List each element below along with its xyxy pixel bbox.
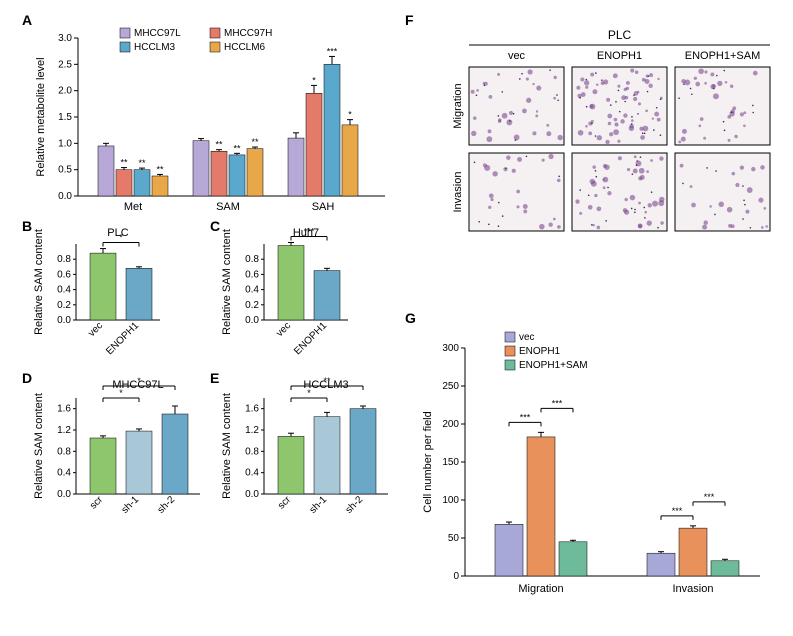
- svg-text:***: ***: [304, 226, 315, 236]
- svg-text:1.2: 1.2: [245, 425, 259, 436]
- svg-text:MHCC97L: MHCC97L: [134, 28, 181, 39]
- svg-text:Relative SAM content: Relative SAM content: [221, 229, 233, 335]
- svg-text:**: **: [120, 158, 128, 168]
- svg-text:vec: vec: [519, 332, 535, 343]
- panel-b-chart: 0.0 0.2 0.4 0.6 0.8 Relative SAM content PLC ve…: [30, 224, 205, 362]
- svg-text:sh-2: sh-2: [344, 494, 366, 516]
- svg-text:HCCLM3: HCCLM3: [134, 42, 176, 53]
- svg-text:Migration: Migration: [452, 83, 464, 128]
- svg-text:*: *: [119, 388, 123, 398]
- svg-text:**: **: [138, 158, 146, 168]
- svg-text:Cell number per field: Cell number per field: [422, 411, 434, 513]
- svg-text:300: 300: [442, 343, 459, 354]
- svg-text:PLC: PLC: [107, 227, 128, 239]
- svg-text:**: **: [251, 137, 259, 147]
- panel-label-f: F: [405, 12, 414, 28]
- svg-text:0.0: 0.0: [245, 315, 259, 326]
- svg-text:0.8: 0.8: [57, 446, 71, 457]
- panel-f-grid: PLC vec ENOPH1 ENOPH1+SAM Migration Invasion: [415, 25, 775, 260]
- svg-text:ENOPH1+SAM: ENOPH1+SAM: [519, 360, 588, 371]
- svg-text:0.8: 0.8: [245, 254, 259, 265]
- svg-text:250: 250: [442, 381, 459, 392]
- svg-text:0.5: 0.5: [58, 165, 72, 176]
- svg-text:200: 200: [442, 419, 459, 430]
- svg-text:sh-1: sh-1: [308, 494, 330, 516]
- svg-text:0.4: 0.4: [57, 468, 71, 479]
- svg-text:**: **: [233, 143, 241, 153]
- svg-text:***: ***: [327, 46, 338, 56]
- svg-text:0.2: 0.2: [245, 300, 259, 311]
- svg-text:*: *: [312, 75, 316, 85]
- svg-text:Met: Met: [124, 201, 142, 213]
- svg-text:**: **: [323, 376, 331, 386]
- svg-text:0.0: 0.0: [58, 191, 72, 202]
- svg-text:0.6: 0.6: [57, 269, 71, 280]
- panel-g-chart: 0 50 100 150 200 250 300 Cell number per field v…: [415, 318, 775, 618]
- svg-text:scr: scr: [88, 494, 106, 512]
- svg-text:SAH: SAH: [312, 201, 335, 213]
- svg-text:*: *: [307, 388, 311, 398]
- svg-text:3.0: 3.0: [58, 33, 72, 44]
- svg-text:2.0: 2.0: [58, 86, 72, 97]
- svg-text:Relative SAM content: Relative SAM content: [33, 393, 45, 499]
- svg-text:ENOPH1: ENOPH1: [597, 50, 642, 62]
- svg-text:0.4: 0.4: [57, 285, 71, 296]
- svg-text:sh-1: sh-1: [120, 494, 142, 516]
- svg-text:Relative SAM content: Relative SAM content: [221, 393, 233, 499]
- svg-text:Relative SAM content: Relative SAM content: [33, 229, 45, 335]
- svg-text:*: *: [348, 110, 352, 120]
- svg-text:0.0: 0.0: [245, 489, 259, 500]
- svg-text:0.4: 0.4: [245, 285, 259, 296]
- svg-text:***: ***: [704, 492, 715, 502]
- svg-text:***: ***: [552, 398, 563, 408]
- svg-text:0.4: 0.4: [245, 468, 259, 479]
- svg-text:vec: vec: [274, 320, 293, 339]
- svg-text:vec: vec: [86, 320, 105, 339]
- svg-text:ENOPH1: ENOPH1: [519, 346, 561, 357]
- svg-text:1.6: 1.6: [245, 404, 259, 415]
- panel-a-chart: 0.0 0.5 1.0 1.5 2.0 2.5 3.0 Relative metabolite…: [30, 18, 395, 218]
- svg-text:0.0: 0.0: [57, 315, 71, 326]
- svg-text:Invasion: Invasion: [452, 172, 464, 213]
- panel-d-chart: 0.00.40.81.21.6Relative SAM contentMHCC9…: [30, 376, 220, 546]
- svg-text:MHCC97H: MHCC97H: [224, 28, 272, 39]
- svg-text:ENOPH1+SAM: ENOPH1+SAM: [685, 50, 761, 62]
- svg-text:vec: vec: [508, 50, 526, 62]
- svg-text:150: 150: [442, 457, 459, 468]
- panel-c-chart: 0.00.20.40.60.8Relative SAM contentHuh7v…: [218, 224, 393, 362]
- svg-text:***: ***: [672, 506, 683, 516]
- svg-text:PLC: PLC: [608, 28, 632, 42]
- panel-e-chart: 0.00.40.81.21.6Relative SAM contentHCCLM…: [218, 376, 408, 546]
- svg-text:*: *: [137, 376, 141, 386]
- svg-text:Migration: Migration: [518, 583, 563, 595]
- svg-text:**: **: [156, 164, 164, 174]
- svg-text:1.2: 1.2: [57, 425, 71, 436]
- svg-text:Relative metabolite level: Relative metabolite level: [35, 57, 47, 176]
- svg-text:sh-2: sh-2: [156, 494, 178, 516]
- svg-text:Invasion: Invasion: [673, 583, 714, 595]
- svg-text:50: 50: [448, 533, 460, 544]
- svg-text:0: 0: [453, 571, 459, 582]
- svg-text:ENOPH1: ENOPH1: [292, 320, 329, 357]
- svg-text:scr: scr: [276, 494, 294, 512]
- svg-text:1.6: 1.6: [57, 404, 71, 415]
- svg-text:1.5: 1.5: [58, 112, 72, 123]
- svg-text:0.0: 0.0: [57, 489, 71, 500]
- svg-text:*: *: [119, 233, 123, 243]
- svg-text:1.0: 1.0: [58, 138, 72, 149]
- svg-text:***: ***: [520, 412, 531, 422]
- svg-text:0.8: 0.8: [245, 446, 259, 457]
- svg-text:0.2: 0.2: [57, 300, 71, 311]
- svg-text:0.6: 0.6: [245, 269, 259, 280]
- svg-text:ENOPH1: ENOPH1: [104, 320, 141, 357]
- svg-text:SAM: SAM: [216, 201, 240, 213]
- svg-text:0.8: 0.8: [57, 254, 71, 265]
- svg-text:HCCLM6: HCCLM6: [224, 42, 266, 53]
- svg-text:2.5: 2.5: [58, 59, 72, 70]
- svg-text:**: **: [215, 140, 223, 150]
- svg-text:100: 100: [442, 495, 459, 506]
